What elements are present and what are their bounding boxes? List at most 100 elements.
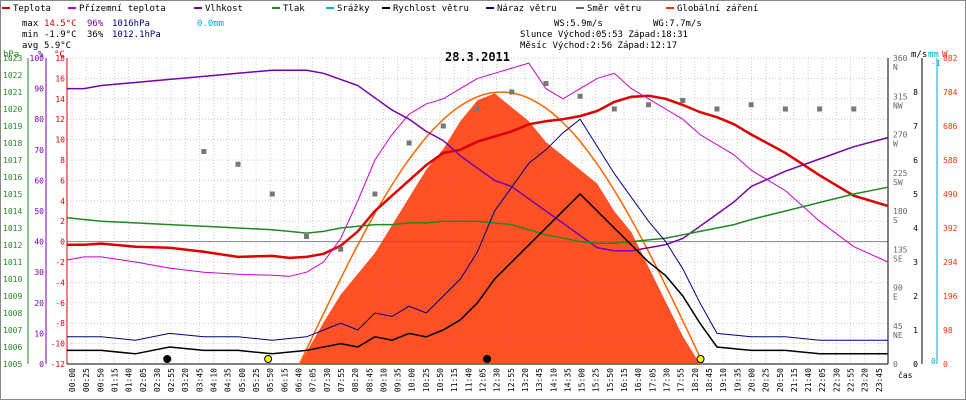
axis-tick-wind: 3	[913, 258, 918, 267]
x-tick-label: 04:10	[210, 368, 219, 392]
wind-dir-point	[475, 106, 480, 112]
axis-tick-hpa: 1011	[3, 258, 22, 267]
x-tick-label: 10:50	[436, 368, 445, 392]
axis-tick-dir: 0	[893, 360, 898, 369]
x-tick-label: 10:00	[408, 368, 417, 392]
axis-tick-pct: 10	[34, 329, 44, 338]
x-tick-label: 11:15	[450, 368, 459, 392]
axis-tick-wind: 4	[913, 224, 918, 233]
wind-dir-point	[303, 234, 309, 239]
axis-tick-hpa: 1010	[3, 275, 22, 284]
x-tick-label: 03:45	[195, 368, 204, 392]
x-tick-label: 13:45	[535, 368, 544, 392]
x-tick-label: 08:20	[351, 368, 360, 392]
axis-tick-temp: 2	[60, 217, 65, 226]
axis-tick-pct: 0	[39, 360, 44, 369]
x-tick-label: 10:25	[422, 368, 431, 392]
axis-tick-hpa: 1017	[3, 156, 22, 165]
axis-tick-mm: -1	[931, 59, 941, 68]
axis-tick-w: 784	[943, 88, 958, 97]
x-tick-label: 21:15	[790, 368, 799, 392]
axis-tick-pct: 30	[34, 268, 44, 277]
wind-dir-point	[509, 89, 515, 95]
wind-dir-point	[201, 149, 207, 154]
axis-label-dir: SE	[893, 254, 903, 263]
series-line-rychlost-větru	[67, 192, 888, 355]
axis-tick-w: 882	[943, 54, 958, 63]
axis-unit-dir: m/s	[911, 50, 927, 60]
axis-tick-wind: 2	[913, 292, 918, 301]
axis-tick-dir: 225	[893, 169, 908, 178]
wind-dir-point	[543, 81, 549, 86]
x-tick-label: 15:00	[578, 368, 587, 392]
x-tick-label: 21:40	[804, 368, 813, 392]
x-tick-label: 16:15	[620, 368, 629, 392]
series-area-radiation	[299, 93, 700, 365]
axis-tick-wind: 7	[913, 122, 918, 131]
x-tick-label: 00:50	[96, 368, 105, 392]
axis-tick-hpa: 1022	[3, 71, 22, 80]
axis-label-dir: N	[893, 63, 898, 72]
wind-dir-point	[748, 102, 754, 108]
x-tick-label: 05:50	[266, 368, 275, 392]
x-tick-label: 19:35	[733, 368, 742, 392]
x-tick-label: 12:30	[493, 368, 502, 392]
x-tick-label: 07:55	[337, 368, 346, 392]
wind-dir-point	[782, 106, 788, 112]
x-tick-label: 17:30	[663, 368, 672, 392]
x-tick-label: 23:45	[875, 368, 884, 392]
stat-avg-label: avg	[22, 41, 38, 51]
axis-tick-hpa: 1008	[3, 309, 22, 318]
axis-tick-temp: 0	[60, 238, 65, 247]
axis-tick-wind: 1	[913, 326, 918, 335]
legend-label: Rychlost větru	[393, 4, 469, 14]
sunrise-marker	[264, 355, 273, 363]
x-tick-label: 02:30	[153, 368, 162, 392]
x-tick-label: 22:30	[832, 368, 841, 392]
legend-label: Náraz větru	[497, 4, 557, 14]
stat-max-hum: 96%	[87, 19, 104, 29]
x-tick-label: 05:00	[238, 368, 247, 392]
axis-label-dir: SW	[893, 178, 903, 187]
chart-title: 28.3.2011	[445, 50, 510, 64]
axis-tick-pct: 50	[34, 207, 44, 216]
axis-tick-hpa: 1006	[3, 343, 22, 352]
moonrise-marker	[163, 355, 172, 363]
wind-dir-point	[338, 246, 344, 252]
axis-tick-temp: 14	[55, 95, 65, 104]
stat-max-press: 1016hPa	[112, 19, 150, 29]
axis-tick-wind: 6	[913, 156, 918, 165]
axis-tick-w: 392	[943, 224, 958, 233]
axis-tick-pct: 100	[30, 54, 45, 63]
series-line-clearsky	[298, 91, 704, 365]
wind-dir-point	[646, 102, 652, 108]
x-tick-label: 00:00	[68, 368, 77, 392]
axis-tick-temp: 10	[55, 136, 65, 145]
legend-label: Směr větru	[587, 4, 641, 14]
axis-tick-w: 686	[943, 122, 958, 131]
x-tick-label: 07:05	[309, 368, 318, 392]
x-tick-label: 16:40	[634, 368, 643, 392]
axis-tick-temp: 8	[60, 156, 65, 165]
legend-label: Teplota	[13, 4, 51, 14]
wind-dir-point	[406, 140, 412, 146]
x-tick-label: 13:20	[521, 368, 530, 392]
axis-tick-temp: -10	[51, 340, 66, 349]
x-tick-label: 03:20	[181, 368, 190, 392]
axis-unit-w: W	[942, 50, 948, 60]
axis-tick-temp: 18	[55, 54, 65, 63]
axis-tick-mm: 0	[931, 357, 936, 366]
axis-tick-temp: -8	[55, 319, 65, 328]
stat-min-press: 1012.1hPa	[112, 30, 161, 40]
axis-unit-pct: %	[38, 50, 44, 60]
sun-info: Slunce Východ:05:53 Západ:18:31	[520, 30, 688, 40]
x-tick-label: 05:25	[252, 368, 261, 392]
series-line-vlhkost	[67, 69, 889, 252]
legend-label: Přízemní teplota	[79, 4, 166, 14]
x-tick-label: 15:50	[606, 368, 615, 392]
x-tick-label: 12:55	[507, 368, 516, 392]
x-tick-label: 17:05	[648, 368, 657, 392]
sunset-marker	[696, 355, 705, 363]
axis-tick-temp: 16	[55, 74, 65, 83]
